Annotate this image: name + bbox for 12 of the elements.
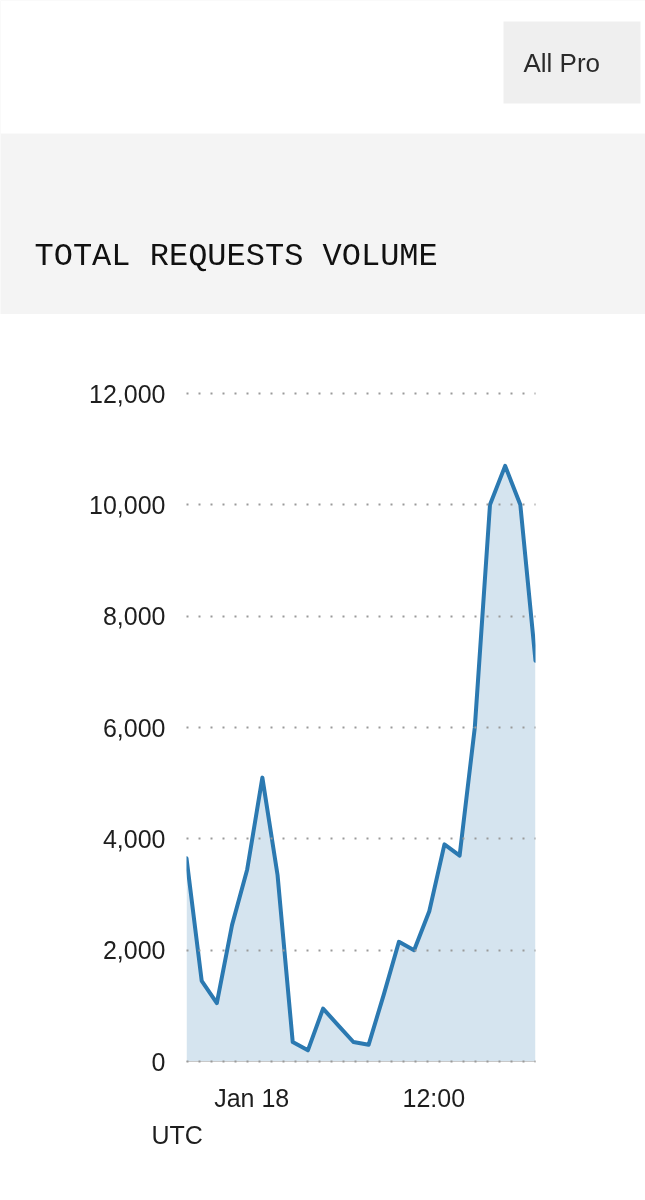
y-tick-label: 8,000 (102, 602, 166, 631)
y-tick-label: 0 (151, 1047, 166, 1076)
x-tick-label: Jan 18 (214, 1083, 290, 1112)
y-tick-label: 6,000 (102, 713, 166, 742)
x-tick-label: 12:00 (402, 1083, 466, 1112)
chart-title: TOTAL REQUESTS VOLUME (34, 238, 438, 275)
y-tick-label: 12,000 (89, 379, 166, 408)
y-tick-label: 4,000 (102, 824, 166, 853)
text: All Pro (523, 47, 601, 78)
x-axis-title: UTC (151, 1120, 203, 1149)
y-tick-label: 2,000 (102, 936, 166, 965)
y-tick-label: 10,000 (89, 490, 166, 519)
